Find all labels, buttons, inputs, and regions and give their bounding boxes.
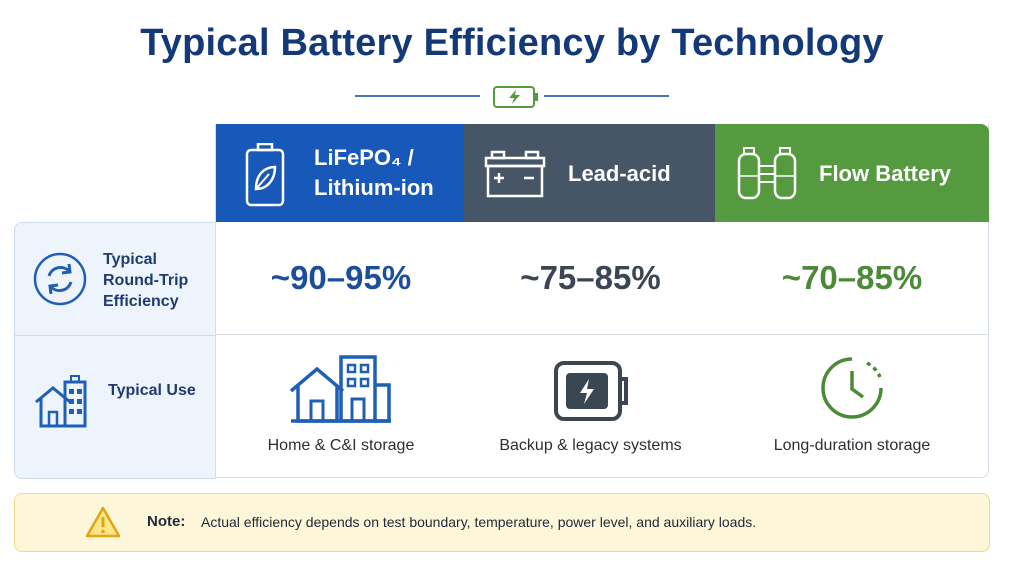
home-and-building-icon [289, 355, 391, 423]
battery-leaf-icon [245, 143, 285, 207]
house-and-building-icon [35, 375, 87, 428]
lithium-name-line2: Lithium-ion [314, 175, 434, 200]
row-label-use-text: Typical Use [108, 382, 196, 399]
lithium-use-cell: Home & C&I storage [216, 335, 466, 476]
lithium-use-text: Home & C&I storage [267, 437, 415, 454]
column-header-flow-battery: Flow Battery [715, 124, 989, 222]
row-label-efficiency-text: Typical Round-Trip Efficiency [103, 251, 189, 310]
page-title: Typical Battery Efficiency by Technology [140, 22, 884, 64]
flow-battery-use-cell: Long-duration storage [716, 335, 988, 476]
round-trip-cycle-icon [33, 252, 87, 306]
flow-battery-tanks-icon [737, 147, 797, 200]
flow-battery-efficiency: ~70–85% [716, 222, 988, 335]
divider-line-left [355, 95, 480, 97]
lead-acid-efficiency: ~75–85% [465, 222, 716, 335]
column-lithium: LiFePO₄ / Lithium-ion ~90–95% Home & C&I… [215, 124, 467, 478]
column-lead-acid: Lead-acid ~75–85% Backup & legacy system… [464, 124, 717, 478]
comparison-table: Typical Round-Trip Efficiency Typical Us… [14, 124, 990, 479]
lithium-name-line1: LiFePO₄ / [314, 145, 414, 170]
backup-generator-icon [553, 361, 628, 421]
flow-battery-name: Flow Battery [819, 161, 952, 186]
column-flow-battery: Flow Battery ~70–85% Long-duration stora… [715, 124, 989, 478]
lead-acid-name: Lead-acid [568, 161, 671, 186]
lead-acid-use-text: Backup & legacy systems [499, 437, 682, 454]
column-header-lead-acid: Lead-acid [464, 124, 717, 222]
car-battery-icon [484, 150, 546, 198]
row-label-use: Typical Use [15, 336, 216, 477]
lead-acid-use-cell: Backup & legacy systems [465, 335, 716, 476]
column-header-lithium-text: LiFePO₄ / Lithium-ion [314, 143, 434, 203]
title-divider [355, 86, 669, 108]
divider-line-right [544, 95, 669, 97]
row-labels: Typical Round-Trip Efficiency Typical Us… [14, 222, 216, 479]
note-text: Actual efficiency depends on test bounda… [201, 514, 757, 530]
battery-charging-icon [493, 86, 538, 108]
warning-icon [85, 506, 121, 538]
lithium-efficiency: ~90–95% [216, 222, 466, 335]
column-header-lithium: LiFePO₄ / Lithium-ion [216, 124, 466, 222]
note-box: Note: Actual efficiency depends on test … [14, 493, 990, 552]
row-label-efficiency: Typical Round-Trip Efficiency [15, 223, 216, 336]
flow-battery-use-text: Long-duration storage [773, 437, 931, 454]
clock-icon [821, 357, 883, 419]
note-label: Note: [147, 513, 186, 530]
